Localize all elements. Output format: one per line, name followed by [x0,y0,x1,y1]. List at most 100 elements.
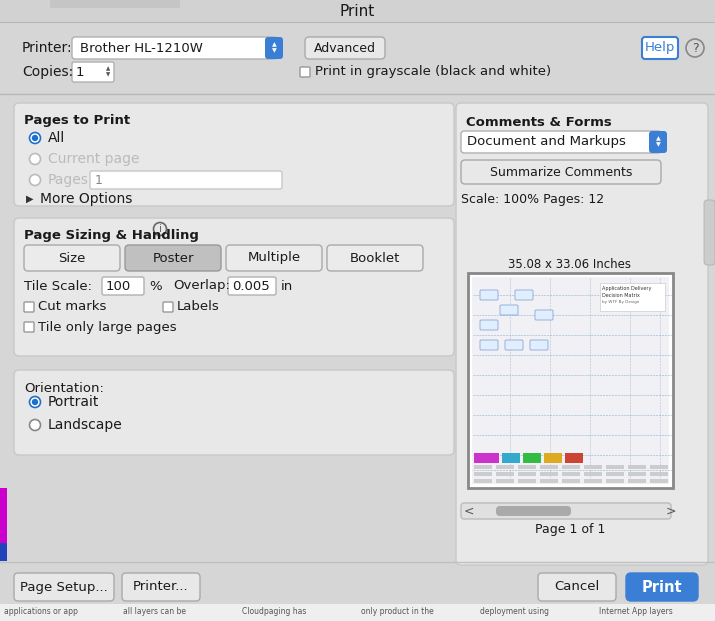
Text: by WTF By Design: by WTF By Design [602,300,639,304]
FancyBboxPatch shape [163,302,173,312]
FancyBboxPatch shape [480,320,498,330]
Text: Application Delivery: Application Delivery [602,286,651,291]
Text: 35.08 x 33.06 Inches: 35.08 x 33.06 Inches [508,258,631,271]
Bar [600,283,665,311]
Text: Page 1 of 1: Page 1 of 1 [535,524,605,537]
Bar [565,453,583,463]
Bar [472,277,669,484]
Circle shape [29,396,41,407]
FancyBboxPatch shape [461,503,671,519]
FancyBboxPatch shape [122,573,200,601]
Text: Document and Markups: Document and Markups [467,135,626,148]
Text: Print: Print [340,4,375,19]
FancyBboxPatch shape [14,218,454,356]
Bar [474,479,492,483]
FancyBboxPatch shape [265,37,283,59]
Bar [0,543,7,561]
Bar [562,465,580,469]
Text: Page Sizing & Handling: Page Sizing & Handling [24,229,199,242]
Text: ?: ? [691,42,699,55]
FancyBboxPatch shape [14,573,114,601]
Text: %: % [149,279,162,292]
Circle shape [31,135,38,141]
FancyBboxPatch shape [626,573,698,601]
Bar [540,465,558,469]
FancyBboxPatch shape [642,37,678,59]
Text: Copies:: Copies: [22,65,73,79]
Bar [606,472,624,476]
Text: 1: 1 [76,65,84,78]
Text: only product in the: only product in the [361,607,434,617]
Bar [650,472,668,476]
Bar [628,465,646,469]
FancyBboxPatch shape [228,277,276,295]
Text: <: < [464,504,475,517]
Text: Cloudpaging has: Cloudpaging has [242,607,306,617]
Bar [584,479,602,483]
FancyBboxPatch shape [535,310,553,320]
Text: 100: 100 [106,279,132,292]
Text: Size: Size [59,252,86,265]
FancyBboxPatch shape [72,37,277,59]
Text: >: > [666,504,676,517]
FancyBboxPatch shape [515,290,533,300]
Bar [496,479,514,483]
Text: Booklet: Booklet [350,252,400,265]
FancyBboxPatch shape [300,67,310,77]
FancyBboxPatch shape [24,322,34,332]
FancyBboxPatch shape [480,340,498,350]
Text: Landscape: Landscape [48,418,123,432]
Text: ▲
▼: ▲ ▼ [272,43,277,53]
Circle shape [29,175,41,186]
FancyBboxPatch shape [538,573,616,601]
Text: applications or app: applications or app [4,607,78,617]
Text: Internet App layers: Internet App layers [599,607,673,617]
FancyBboxPatch shape [530,340,548,350]
Bar [518,479,536,483]
Bar [606,465,624,469]
Bar [50,0,180,8]
FancyBboxPatch shape [461,131,661,153]
Bar [474,465,492,469]
FancyBboxPatch shape [456,103,708,565]
FancyBboxPatch shape [500,305,518,315]
Text: Portrait: Portrait [48,395,99,409]
FancyBboxPatch shape [704,200,715,265]
Circle shape [29,132,41,143]
Text: ▲
▼: ▲ ▼ [656,137,661,147]
Text: Decision Matrix: Decision Matrix [602,293,640,298]
Bar [0,603,715,621]
Text: Tile only large pages: Tile only large pages [38,320,177,333]
Text: all layers can be: all layers can be [123,607,186,617]
Bar [606,479,624,483]
Bar [650,465,668,469]
Text: 1: 1 [95,173,103,186]
Circle shape [29,153,41,165]
Bar [496,465,514,469]
Bar [0,0,715,22]
FancyBboxPatch shape [125,245,221,271]
Bar [628,472,646,476]
Bar [584,465,602,469]
FancyBboxPatch shape [102,277,144,295]
FancyBboxPatch shape [327,245,423,271]
Text: Print: Print [641,579,682,594]
Bar [474,472,492,476]
Bar [544,453,562,463]
Circle shape [31,399,38,405]
FancyBboxPatch shape [24,245,120,271]
FancyBboxPatch shape [90,171,282,189]
Text: Cut marks: Cut marks [38,301,107,314]
Text: Advanced: Advanced [314,42,376,55]
Text: Summarize Comments: Summarize Comments [490,166,632,178]
Circle shape [29,420,41,430]
Text: Labels: Labels [177,301,220,314]
Bar [518,465,536,469]
Bar [540,472,558,476]
Text: Help: Help [645,42,675,55]
FancyBboxPatch shape [496,506,571,516]
Text: Tile Scale:: Tile Scale: [24,279,92,292]
Text: All: All [48,131,65,145]
Bar [540,479,558,483]
FancyBboxPatch shape [480,290,498,300]
